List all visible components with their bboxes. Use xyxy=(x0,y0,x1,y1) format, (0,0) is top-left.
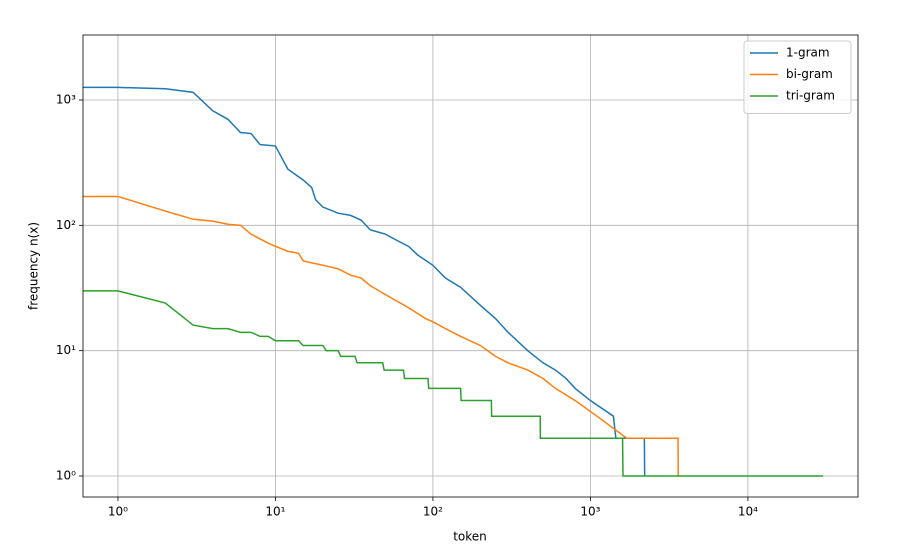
x-tick-label: 10⁰ xyxy=(108,505,128,519)
x-tick-label: 10¹ xyxy=(265,505,285,519)
x-tick-label: 10⁴ xyxy=(738,505,758,519)
legend-label: tri-gram xyxy=(786,89,835,103)
y-tick-label: 10³ xyxy=(56,92,76,106)
series-line xyxy=(83,290,824,477)
plot-frame xyxy=(82,34,859,498)
x-tick-label: 10² xyxy=(423,505,443,519)
x-axis-label: token xyxy=(453,530,487,544)
y-axis-label: frequency n(x) xyxy=(27,222,41,310)
y-tick-label: 10⁰ xyxy=(56,469,76,483)
y-tick-label: 10² xyxy=(56,218,76,232)
legend-label: 1-gram xyxy=(786,46,830,60)
y-tick-label: 10¹ xyxy=(56,343,76,357)
x-tick-label: 10³ xyxy=(580,505,600,519)
series-line xyxy=(83,195,679,477)
series-line xyxy=(83,86,646,477)
legend-label: bi-gram xyxy=(786,67,833,81)
